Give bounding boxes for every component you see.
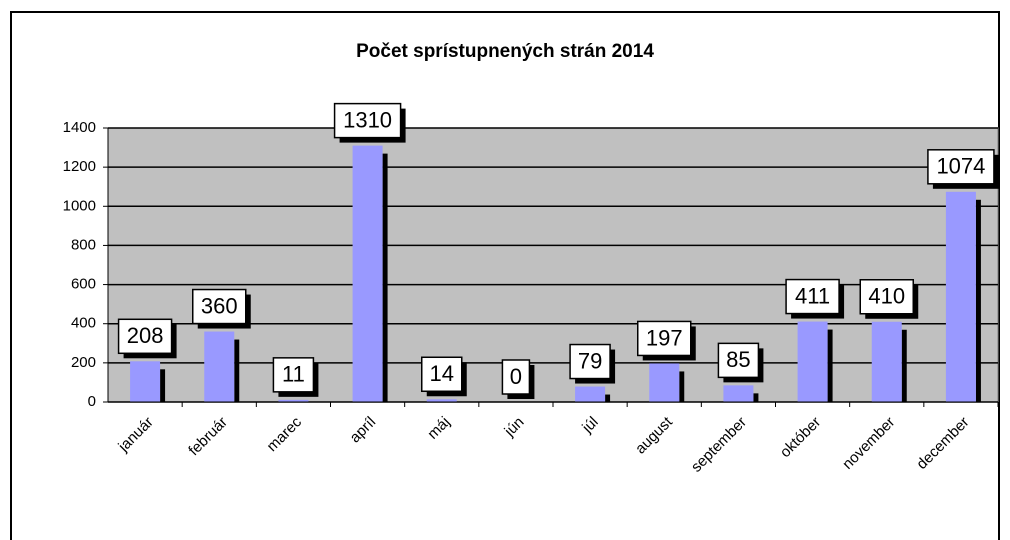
x-tick-label: júl xyxy=(578,414,601,437)
bar xyxy=(871,321,902,402)
plot-area xyxy=(107,127,999,403)
data-label: 197 xyxy=(646,325,683,350)
data-label: 1310 xyxy=(343,107,392,132)
data-label-box xyxy=(717,342,760,379)
y-tick-label: 200 xyxy=(71,354,96,371)
data-label-box xyxy=(859,279,914,315)
x-tick-label: december xyxy=(913,414,972,473)
x-tick-label: jún xyxy=(501,414,528,441)
x-tick-label: september xyxy=(688,414,750,476)
data-label: 79 xyxy=(578,348,602,373)
bar-shadow xyxy=(975,199,981,402)
bar-shadow xyxy=(753,393,759,402)
bar xyxy=(945,191,976,402)
data-label-box xyxy=(569,343,611,380)
y-tick-label: 1400 xyxy=(63,119,96,136)
bar-shadow xyxy=(234,339,240,402)
bar xyxy=(130,361,161,402)
chart-frame xyxy=(10,11,1000,540)
data-label: 85 xyxy=(726,347,750,372)
x-tick-label: august xyxy=(632,413,676,457)
bar xyxy=(426,399,457,402)
bar xyxy=(278,399,309,402)
bar xyxy=(352,145,383,402)
data-label: 1074 xyxy=(936,154,985,179)
data-label: 360 xyxy=(201,293,238,318)
data-label: 11 xyxy=(282,362,305,387)
bar-shadow xyxy=(160,369,166,402)
data-label-box xyxy=(501,359,531,395)
y-tick-label: 1200 xyxy=(63,158,96,175)
y-tick-label: 600 xyxy=(71,276,96,293)
x-tick-label: marec xyxy=(264,413,306,455)
data-label-box xyxy=(421,356,463,393)
bar xyxy=(575,386,606,402)
data-label: 411 xyxy=(795,283,830,308)
bar-shadow xyxy=(382,153,388,402)
data-label-box xyxy=(637,320,692,357)
x-tick-label: november xyxy=(839,414,898,473)
data-label: 0 xyxy=(510,364,522,389)
bar-shadow xyxy=(901,329,907,402)
bar-shadow xyxy=(605,394,611,402)
x-tick-label: február xyxy=(185,414,231,460)
data-label: 208 xyxy=(127,323,164,348)
data-label: 14 xyxy=(430,361,454,386)
bar xyxy=(797,321,828,402)
x-tick-label: máj xyxy=(424,414,453,443)
bar xyxy=(723,385,754,402)
bar-shadow xyxy=(679,371,685,402)
x-tick-label: október xyxy=(777,414,824,461)
data-label-box xyxy=(272,357,315,393)
y-tick-label: 800 xyxy=(71,236,96,253)
chart-title: Počet sprístupnených strán 2014 xyxy=(356,41,654,62)
y-tick-label: 400 xyxy=(71,315,96,332)
bar xyxy=(204,331,235,402)
data-label-box xyxy=(192,288,247,325)
data-label-box xyxy=(333,102,402,139)
x-tick-label: apríl xyxy=(347,414,380,447)
x-tick-label: január xyxy=(115,414,157,456)
data-label: 410 xyxy=(868,284,905,309)
y-tick-label: 1000 xyxy=(63,197,96,214)
y-tick-label: 0 xyxy=(88,393,96,410)
bar xyxy=(649,363,680,402)
data-label-box xyxy=(785,278,840,315)
data-label-box xyxy=(927,149,995,185)
data-label-box xyxy=(117,318,173,355)
bar-shadow xyxy=(827,329,833,402)
